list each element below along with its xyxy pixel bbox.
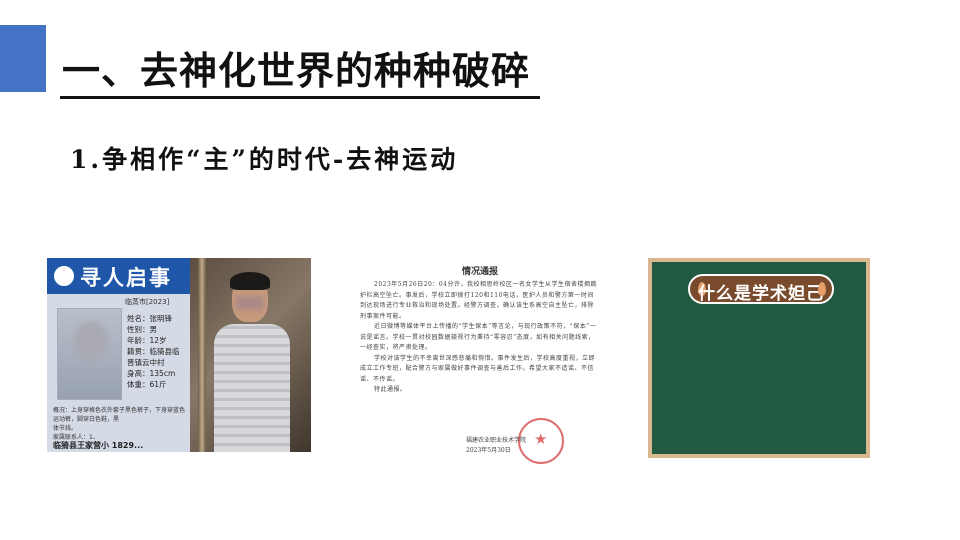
notice-title: 情况通报 — [461, 267, 498, 277]
chalkboard: 什么是学术妲己 — [652, 262, 866, 454]
notice-document: 情况通报 2023年5月26日20：04分许，我校相思岭校区一名女学生从学生宿舍… — [348, 258, 612, 464]
notice-paragraph: 近日微博等媒体平台上传播的“学生保本”等言论，与现行政策不符，“保本”一说是谣言… — [360, 323, 597, 351]
child-hair — [230, 272, 270, 290]
chalkboard-image: 什么是学术妲己 — [648, 258, 870, 458]
missing-person-image: 寻人启事 临蒸市[2023] 姓名：张明锋 性别：男 年龄：12岁 籍贯：临猗县… — [47, 258, 311, 452]
notice-body: 2023年5月26日20：04分许，我校相思岭校区一名女学生从学生宿舍楼拥跳护栏… — [360, 280, 600, 396]
poster-heading: 寻人启事 — [80, 266, 172, 290]
notice-paragraph: 2023年5月26日20：04分许，我校相思岭校区一名女学生从学生宿舍楼拥跳护栏… — [360, 281, 597, 320]
poster-footnote: 概况：上身穿格色衣外套子黑色裤子，下身穿蓝色运动裤，脚穿白色鞋，黑 体节线。 家… — [53, 406, 185, 442]
notice-date: 2023年5月30日 — [466, 447, 511, 454]
child-photo — [190, 258, 311, 452]
slide-title: 一、去神化世界的种种破碎 — [62, 49, 531, 93]
drop-icon — [818, 282, 826, 296]
notice-signature: 福建农业职业技术学院 2023年5月30日 — [466, 436, 526, 456]
poster-number: 临蒸市[2023] — [125, 298, 170, 306]
poster-field: 晋镇云中村 — [127, 358, 165, 367]
poster-footnote-line: 概况：上身穿格色衣外套子黑色裤子，下身穿蓝色运动裤，脚穿白色鞋，黑 — [53, 407, 186, 423]
police-badge-icon — [52, 264, 76, 288]
notice-paragraph: 特此通报。 — [374, 386, 407, 393]
drop-icon — [698, 282, 706, 296]
poster-info: 姓名：张明锋 性别：男 年龄：12岁 籍贯：临猗县临 晋镇云中村 身高：135c… — [127, 313, 180, 390]
poster-field: 身高：135cm — [127, 369, 176, 378]
poster-bottom: 临猗县王家营小 1829... — [53, 441, 144, 450]
accent-bar — [0, 25, 46, 92]
poster-field: 籍贯：临猗县临 — [127, 347, 180, 356]
chalkboard-banner-text: 什么是学术妲己 — [698, 284, 824, 304]
pole — [198, 258, 206, 452]
poster-footnote-line: 家属联系人：1、 — [53, 434, 99, 441]
child-body — [214, 324, 290, 452]
missing-person-poster: 寻人启事 临蒸市[2023] 姓名：张明锋 性别：男 年龄：12岁 籍贯：临猗县… — [47, 258, 190, 452]
poster-footnote-line: 体节线。 — [53, 425, 78, 432]
blurred-face — [74, 321, 108, 361]
poster-field: 年龄：12岁 — [127, 336, 167, 345]
title-underline — [60, 96, 540, 99]
poster-header: 寻人启事 — [47, 258, 190, 294]
poster-field: 姓名：张明锋 — [127, 314, 172, 323]
slide-subtitle: 1.争相作“主”的时代-去神运动 — [70, 145, 459, 174]
poster-photo — [57, 308, 122, 400]
poster-field: 体重：61斤 — [127, 380, 167, 389]
blurred-eyes — [236, 296, 264, 310]
notice-signer: 福建农业职业技术学院 — [466, 437, 527, 444]
chalkboard-banner: 什么是学术妲己 — [688, 274, 834, 304]
notice-paragraph: 学校对该学生的不幸离世深感悲痛和惋惜。事件发生后，学校高度重视，立即成立工作专班… — [360, 354, 596, 383]
official-seal — [518, 418, 564, 464]
poster-field: 性别：男 — [127, 325, 157, 334]
